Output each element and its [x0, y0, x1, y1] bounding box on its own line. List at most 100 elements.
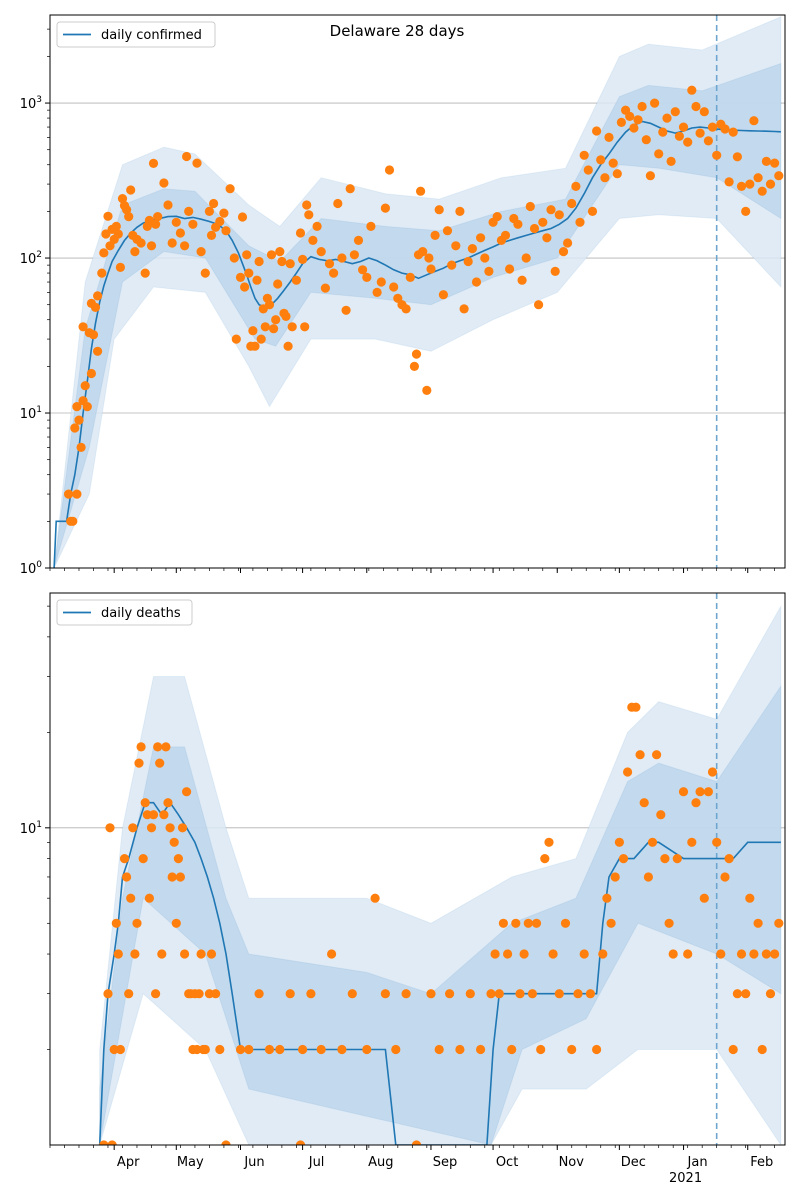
data-point	[550, 266, 560, 276]
data-point	[641, 135, 651, 145]
data-point	[72, 489, 82, 499]
data-point	[699, 107, 709, 117]
data-point	[519, 949, 529, 959]
data-point	[99, 1140, 109, 1145]
data-point	[707, 122, 718, 132]
data-point	[300, 322, 310, 332]
y-tick-label: 102	[20, 250, 42, 267]
data-point	[244, 268, 254, 278]
data-point	[327, 949, 337, 959]
data-point	[175, 228, 185, 238]
data-point	[99, 248, 109, 258]
x-tick-label: Sep	[433, 1155, 458, 1170]
data-point	[515, 989, 525, 999]
data-point	[298, 1044, 308, 1055]
data-point	[592, 1044, 602, 1055]
data-point	[138, 854, 148, 864]
data-point	[507, 1044, 517, 1055]
data-point	[600, 173, 610, 183]
data-point	[529, 223, 540, 234]
data-point	[269, 324, 279, 334]
data-point	[741, 206, 751, 216]
data-point	[358, 265, 368, 275]
data-point	[442, 226, 453, 236]
data-point	[148, 158, 159, 168]
x-year-label: 2021	[669, 1171, 702, 1186]
x-tick-label: Dec	[621, 1155, 646, 1170]
data-point	[571, 181, 581, 191]
data-point	[411, 1140, 422, 1145]
data-point	[623, 767, 633, 777]
data-point	[476, 233, 486, 243]
data-point	[616, 117, 627, 127]
data-point	[182, 151, 192, 162]
data-point	[548, 949, 558, 959]
data-point	[674, 131, 685, 141]
data-point	[422, 385, 432, 395]
data-point	[720, 872, 730, 882]
data-point	[295, 228, 306, 238]
data-point	[146, 241, 157, 251]
data-point	[372, 287, 382, 297]
data-point	[434, 1044, 444, 1055]
data-point	[770, 158, 780, 168]
data-point	[560, 918, 571, 928]
data-point	[467, 244, 477, 254]
data-point	[273, 279, 283, 289]
data-point	[558, 247, 569, 257]
data-point	[492, 212, 502, 222]
data-point	[716, 949, 726, 959]
data-point	[295, 1140, 306, 1145]
data-point	[459, 304, 469, 314]
data-point	[699, 893, 709, 903]
data-point	[625, 111, 635, 121]
data-point	[418, 247, 428, 257]
data-point	[124, 989, 134, 999]
data-point	[511, 918, 521, 928]
data-point	[221, 1140, 231, 1145]
data-point	[687, 837, 697, 847]
chart-title: Delaware 28 days	[330, 22, 465, 40]
data-point	[736, 949, 747, 959]
data-point	[438, 290, 448, 300]
data-point	[631, 702, 641, 712]
data-point	[134, 758, 144, 768]
data-point	[573, 989, 583, 999]
data-point	[111, 221, 121, 231]
data-point	[606, 918, 616, 928]
y-tick-label: 101	[20, 820, 42, 837]
data-point	[111, 918, 121, 928]
data-point	[513, 219, 523, 229]
data-point	[471, 277, 482, 287]
data-point	[173, 854, 183, 864]
data-point	[122, 872, 132, 882]
data-point	[736, 181, 747, 191]
data-point	[285, 989, 295, 999]
data-point	[155, 758, 165, 768]
data-point	[177, 823, 188, 833]
data-point	[660, 854, 670, 864]
data-point	[745, 893, 755, 903]
data-point	[90, 302, 101, 312]
legend: daily deaths	[56, 599, 193, 626]
data-point	[231, 334, 241, 344]
x-tick-label: May	[177, 1155, 204, 1170]
data-point	[480, 253, 490, 263]
data-point	[242, 250, 252, 260]
data-point	[463, 256, 473, 267]
data-point	[652, 750, 662, 760]
data-point	[86, 368, 96, 379]
data-point	[405, 272, 415, 282]
data-point	[196, 247, 206, 257]
data-point	[503, 949, 513, 959]
data-point	[670, 107, 680, 117]
data-point	[579, 949, 589, 959]
data-point	[180, 241, 190, 251]
data-point	[167, 238, 177, 248]
data-point	[107, 1140, 117, 1145]
data-point	[567, 198, 577, 209]
data-point	[182, 787, 192, 797]
data-point	[103, 989, 113, 999]
data-point	[500, 230, 511, 240]
data-point	[88, 330, 99, 340]
